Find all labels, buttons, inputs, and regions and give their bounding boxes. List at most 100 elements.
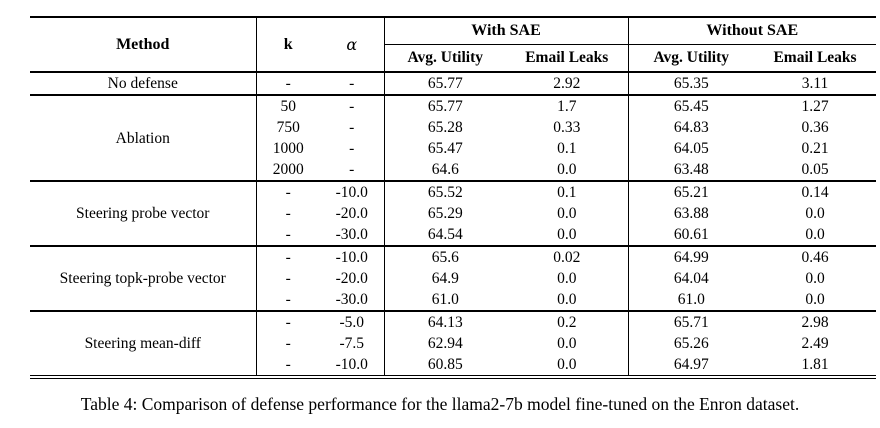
cell-with-email-leaks: 0.1 <box>506 180 629 203</box>
cell-with-email-leaks: 0.0 <box>506 354 629 377</box>
cell-k: - <box>285 270 291 287</box>
cell-with-email-leaks: 0.0 <box>506 289 629 311</box>
cell-alpha: -30.0 <box>320 224 385 246</box>
table-row: Steering topk-probe vector - -10.0 65.6 … <box>30 245 877 311</box>
cell-with-email-leaks: 1.7 <box>506 94 629 117</box>
cell-with-email-leaks: 0.0 <box>506 333 629 354</box>
group-steering-mean-diff: Steering mean-diff - -5.0 64.13 0.2 65.7… <box>30 310 877 377</box>
cell-with-avg-utility: 65.28 <box>427 119 463 136</box>
cell-with-avg-utility: 65.77 <box>384 94 506 117</box>
cell-method: Steering mean-diff <box>30 310 257 377</box>
group-steering-probe-vector: Steering probe vector - -10.0 65.52 0.1 … <box>30 180 877 246</box>
cell-with-avg-utility: 64.13 <box>384 310 506 333</box>
cell-alpha: -30.0 <box>320 289 385 311</box>
cell-without-email-leaks: 0.14 <box>754 180 877 203</box>
cell-with-avg-utility: 65.77 <box>427 75 463 92</box>
cell-with-avg-utility: 65.52 <box>384 180 506 203</box>
cell-alpha: - <box>320 117 385 138</box>
cell-without-avg-utility: 64.04 <box>673 270 709 287</box>
cell-with-avg-utility: 64.54 <box>427 226 463 243</box>
table-row: 1000 - 65.47 0.1 64.05 0.21 <box>30 138 876 159</box>
cell-k: 1000 <box>272 140 304 157</box>
cell-without-email-leaks: 0.0 <box>805 291 825 308</box>
table-row: 2000 - 64.6 0.0 63.48 0.05 <box>30 159 876 181</box>
cell-k: - <box>285 291 291 308</box>
cell-alpha: - <box>320 159 385 181</box>
cell-without-email-leaks: 0.46 <box>754 245 877 268</box>
table-row: - -20.0 64.9 0.0 64.04 0.0 <box>30 268 876 289</box>
cell-alpha: -20.0 <box>320 203 385 224</box>
cell-method: Ablation <box>30 94 257 181</box>
cell-without-email-leaks: 0.21 <box>801 140 829 157</box>
cell-k: - <box>285 75 291 92</box>
header-row-groups: Method k α With SAE Without SAE <box>30 17 877 73</box>
col-header-k: k <box>256 17 320 73</box>
cell-without-email-leaks: 0.36 <box>801 119 829 136</box>
cell-without-email-leaks: 1.81 <box>801 356 829 373</box>
cell-alpha: -5.0 <box>320 310 385 333</box>
cell-without-avg-utility: 61.0 <box>677 291 705 308</box>
cell-without-avg-utility: 64.99 <box>628 245 755 268</box>
cell-alpha: -10.0 <box>320 245 385 268</box>
cell-method: Steering topk-probe vector <box>30 245 257 311</box>
cell-with-email-leaks: 0.0 <box>506 268 629 289</box>
cell-without-avg-utility: 64.97 <box>673 356 709 373</box>
cell-with-email-leaks: 0.02 <box>506 245 629 268</box>
cell-alpha: - <box>320 94 385 117</box>
table-row: 750 - 65.28 0.33 64.83 0.36 <box>30 117 876 138</box>
cell-without-avg-utility: 65.71 <box>628 310 755 333</box>
table-row: - -30.0 64.54 0.0 60.61 0.0 <box>30 224 876 246</box>
cell-k: - <box>256 180 320 203</box>
cell-without-avg-utility: 64.83 <box>673 119 709 136</box>
cell-with-avg-utility: 65.29 <box>427 205 463 222</box>
cell-alpha: -10.0 <box>320 354 385 377</box>
defense-comparison-table: Method k α With SAE Without SAE Avg. Uti… <box>30 16 877 379</box>
table-header: Method k α With SAE Without SAE Avg. Uti… <box>30 17 877 73</box>
cell-with-email-leaks: 0.1 <box>506 138 629 159</box>
col-header-without-email-leaks: Email Leaks <box>754 44 877 73</box>
table-row: - -30.0 61.0 0.0 61.0 0.0 <box>30 289 876 311</box>
cell-with-avg-utility: 65.47 <box>427 140 463 157</box>
cell-with-email-leaks: 2.92 <box>506 72 629 95</box>
cell-alpha: -7.5 <box>320 333 385 354</box>
cell-without-email-leaks: 3.11 <box>801 75 829 92</box>
cell-k: - <box>285 205 291 222</box>
cell-without-email-leaks: 1.27 <box>754 94 877 117</box>
cell-with-email-leaks: 0.0 <box>506 203 629 224</box>
group-no-defense: No defense - - 65.77 2.92 65.35 3.11 <box>30 72 876 95</box>
group-steering-topk-probe-vector: Steering topk-probe vector - -10.0 65.6 … <box>30 245 877 311</box>
table-caption: Table 4: Comparison of defense performan… <box>80 394 800 414</box>
table-row: No defense - - 65.77 2.92 65.35 3.11 <box>30 72 876 95</box>
cell-with-avg-utility: 64.9 <box>431 270 459 287</box>
cell-without-avg-utility: 65.21 <box>628 180 755 203</box>
col-header-with-email-leaks: Email Leaks <box>506 44 629 73</box>
cell-with-avg-utility: 61.0 <box>431 291 459 308</box>
cell-without-avg-utility: 65.26 <box>673 335 709 352</box>
cell-with-email-leaks: 0.2 <box>506 310 629 333</box>
cell-alpha: -10.0 <box>320 180 385 203</box>
cell-without-avg-utility: 64.05 <box>673 140 709 157</box>
cell-without-email-leaks: 0.0 <box>805 226 825 243</box>
table-row: - -7.5 62.94 0.0 65.26 2.49 <box>30 333 876 354</box>
table-row: Steering probe vector - -10.0 65.52 0.1 … <box>30 180 877 246</box>
cell-method: Steering probe vector <box>30 180 257 246</box>
cell-with-email-leaks: 0.0 <box>506 224 629 246</box>
table-row: - -20.0 65.29 0.0 63.88 0.0 <box>30 203 876 224</box>
cell-with-avg-utility: 60.85 <box>427 356 463 373</box>
col-group-without-sae: Without SAE <box>628 17 877 45</box>
cell-k: 750 <box>276 119 300 136</box>
cell-without-email-leaks: 0.05 <box>801 161 829 178</box>
cell-k: - <box>256 310 320 333</box>
cell-k: - <box>285 356 291 373</box>
cell-without-avg-utility: 60.61 <box>673 226 709 243</box>
cell-without-avg-utility: 63.48 <box>673 161 709 178</box>
col-header-with-avg-utility: Avg. Utility <box>384 44 506 73</box>
cell-without-email-leaks: 0.0 <box>805 205 825 222</box>
col-group-with-sae: With SAE <box>384 17 629 45</box>
cell-with-avg-utility: 62.94 <box>427 335 463 352</box>
cell-with-email-leaks: 0.33 <box>506 117 629 138</box>
cell-with-email-leaks: 0.0 <box>506 159 629 181</box>
table-row: Ablation 50 - 65.77 1.7 65.45 1.27 <box>30 94 877 181</box>
table-row: Steering mean-diff - -5.0 64.13 0.2 65.7… <box>30 310 877 377</box>
